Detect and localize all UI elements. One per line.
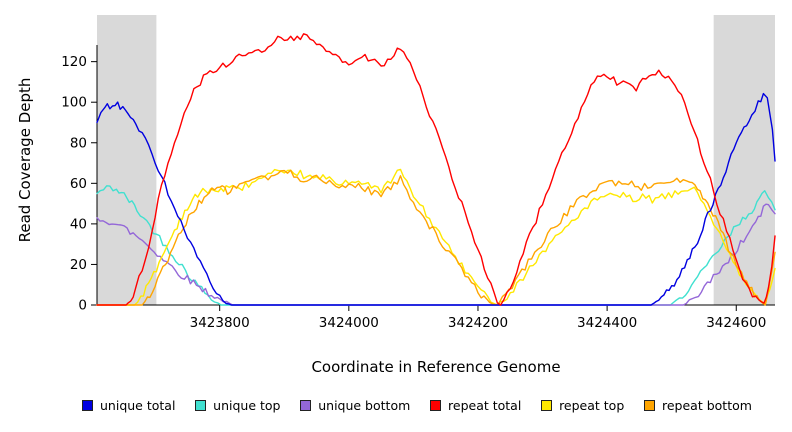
- legend-swatch-unique-bottom: [300, 400, 312, 411]
- series-line-repeat-top: [96, 168, 776, 306]
- shaded-region: [713, 15, 775, 305]
- legend-swatch-repeat-bottom: [644, 400, 655, 411]
- legend-label: repeat bottom: [662, 398, 752, 413]
- legend-item-unique-total: unique total: [82, 398, 175, 413]
- legend-label: repeat top: [559, 398, 625, 413]
- y-tick-label: 0: [78, 298, 87, 314]
- x-tick-label: 3424400: [577, 315, 637, 331]
- legend-item-repeat-total: repeat total: [430, 398, 521, 413]
- legend-label: unique total: [100, 398, 176, 413]
- x-tick-label: 3423800: [190, 315, 250, 331]
- shaded-region: [97, 15, 157, 305]
- legend-item-unique-top: unique top: [195, 398, 280, 413]
- y-tick-label: 60: [70, 176, 87, 192]
- y-tick-label: 20: [70, 257, 87, 273]
- y-axis-title: Read Coverage Depth: [16, 77, 34, 243]
- series-line-repeat-total: [96, 33, 776, 306]
- legend-swatch-repeat-total: [430, 400, 442, 411]
- x-axis-title: Coordinate in Reference Genome: [311, 358, 561, 376]
- legend-swatch-unique-total: [82, 400, 93, 411]
- legend-item-repeat-top: repeat top: [541, 398, 624, 413]
- series-line-unique-bottom: [96, 203, 776, 306]
- legend: unique total unique top unique bottom repea…: [82, 398, 752, 413]
- x-tick-label: 3424600: [706, 315, 766, 331]
- y-tick-label: 120: [61, 54, 87, 70]
- legend-item-unique-bottom: unique bottom: [300, 398, 410, 413]
- x-tick-label: 3424200: [448, 315, 508, 331]
- x-tick-label: 3424000: [319, 315, 379, 331]
- legend-label: unique top: [213, 398, 281, 413]
- legend-swatch-unique-top: [195, 400, 207, 411]
- legend-label: unique bottom: [318, 398, 411, 413]
- y-tick-label: 80: [70, 135, 87, 151]
- y-tick-label: 40: [70, 216, 87, 232]
- legend-swatch-repeat-top: [541, 400, 553, 411]
- y-tick-label: 100: [61, 95, 87, 111]
- legend-label: repeat total: [448, 398, 522, 413]
- legend-item-repeat-bottom: repeat bottom: [644, 398, 752, 413]
- series-line-unique-total: [96, 92, 776, 306]
- series-line-repeat-bottom: [96, 169, 776, 306]
